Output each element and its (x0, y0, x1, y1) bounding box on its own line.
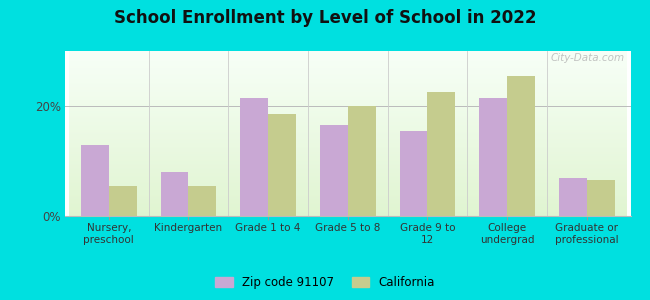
Bar (559, 178, 587, 216)
Bar (428, 92, 455, 216)
Bar (268, 114, 296, 216)
Bar (587, 180, 614, 216)
Bar (81, 145, 109, 216)
Bar (240, 98, 268, 216)
Text: School Enrollment by Level of School in 2022: School Enrollment by Level of School in … (114, 9, 536, 27)
Legend: Zip code 91107, California: Zip code 91107, California (210, 272, 440, 294)
Bar (479, 98, 507, 216)
Bar (348, 106, 376, 216)
Bar (320, 125, 348, 216)
Bar (188, 186, 216, 216)
Text: City-Data.com: City-Data.com (551, 52, 625, 63)
Bar (161, 172, 188, 216)
Bar (507, 76, 535, 216)
Bar (109, 186, 136, 216)
Bar (400, 131, 428, 216)
